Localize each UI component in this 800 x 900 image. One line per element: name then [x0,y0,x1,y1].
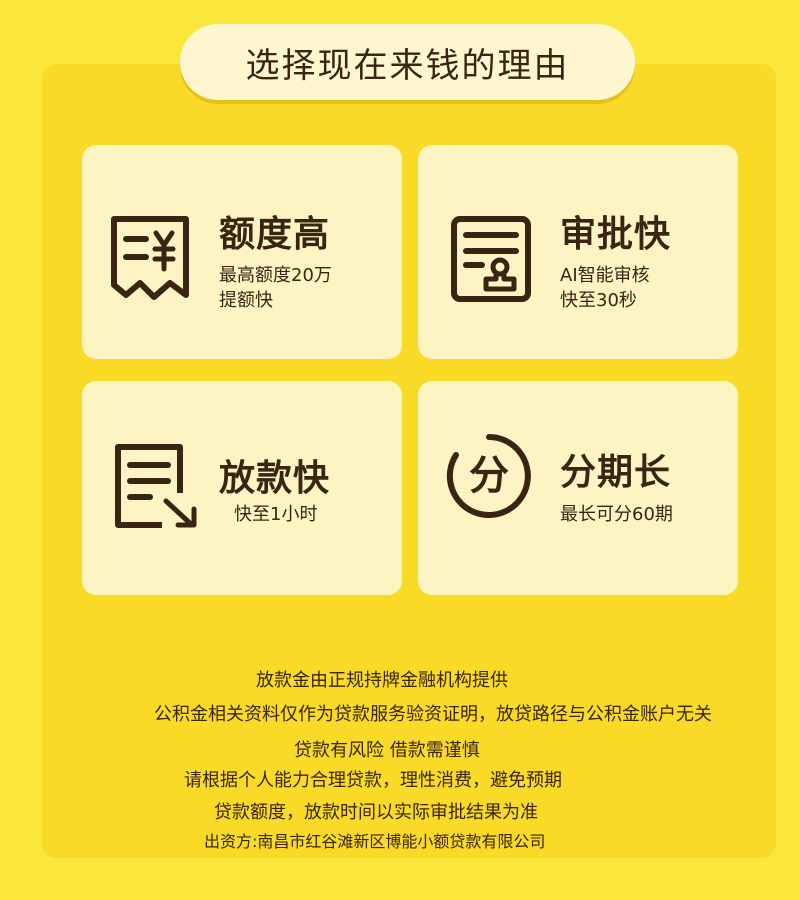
card-desc-line: 快至30秒 [560,290,637,311]
card-desc-line: 快至1小时 [234,504,318,525]
disclaimer-line: 请根据个人能力合理贷款，理性消费，避免预期 [184,770,562,791]
disclaimer-line: 放款金由正规持牌金融机构提供 [256,670,508,691]
installment-fen-icon: 分 [446,434,531,518]
installment-fen-glyph: 分 [469,453,509,499]
disclaimer-line: 贷款额度，放款时间以实际审批结果为准 [214,802,538,823]
card-long-installment[interactable]: 分 分期长 最长可分60期 [418,381,738,595]
card-fast-approval[interactable]: 审批快 AI智能审核 快至30秒 [418,145,738,359]
receipt-yuan-icon [111,216,189,300]
card-desc-line: 最长可分60期 [560,504,673,525]
card-title: 额度高 [219,214,331,255]
page-title-text: 选择现在来钱的理由 [245,45,570,86]
card-desc: 最长可分60期 [560,502,673,527]
card-desc: 快至1小时 [234,502,317,527]
page-title: 选择现在来钱的理由 [180,24,635,100]
card-desc-line: AI智能审核 [560,265,650,286]
card-title: 审批快 [560,214,672,255]
card-desc: AI智能审核 快至30秒 [560,263,650,313]
card-desc-line: 提额快 [219,290,273,311]
card-fast-disbursement[interactable]: 放款快 快至1小时 [82,381,402,595]
card-title: 放款快 [219,458,331,499]
card-high-limit[interactable]: 额度高 最高额度20万 提额快 [82,145,402,359]
disclaimer-line: 出资方:南昌市红谷滩新区博能小额贷款有限公司 [204,832,546,851]
disclaimer-line: 公积金相关资料仅作为贷款服务验资证明，放贷路径与公积金账户无关 [154,704,712,725]
card-title: 分期长 [560,452,672,493]
approval-stamp-icon [451,216,531,302]
document-send-icon [115,444,197,528]
card-desc-line: 最高额度20万 [219,265,332,286]
card-desc: 最高额度20万 提额快 [219,263,332,313]
disclaimer-line: 贷款有风险 借款需谨慎 [294,740,480,761]
